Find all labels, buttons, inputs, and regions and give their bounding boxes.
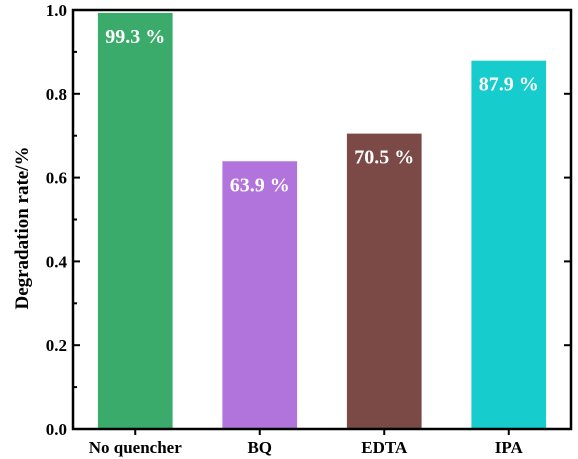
bars-group [97,12,547,430]
data-labels-group: 99.3 % 63.9 % 70.5 % 87.9 % [105,26,539,196]
data-label-no-quencher: 99.3 % [105,26,165,48]
bar-no-quencher [97,12,173,429]
bar-bq [222,161,298,429]
bar-edta [346,133,422,430]
x-tick-label-no-quencher: No quencher [89,438,182,457]
x-tick-label-edta: EDTA [361,438,408,457]
y-tick-label: 0.6 [46,169,67,188]
bar-ipa [471,60,547,429]
x-axis: No quencher BQ EDTA IPA [89,429,524,457]
y-tick-label: 1.0 [46,1,67,20]
data-label-edta: 70.5 % [354,147,414,169]
data-label-bq: 63.9 % [230,174,290,196]
y-tick-label: 0.4 [46,252,68,271]
y-axis: 0.0 0.2 0.4 0.6 0.8 1.0 [46,1,571,439]
x-tick-label-ipa: IPA [495,438,524,457]
y-axis-title: Degradation rate/% [12,146,33,309]
y-tick-label: 0.0 [46,420,67,439]
x-tick-label-bq: BQ [247,438,272,457]
y-tick-label: 0.8 [46,85,67,104]
plot-frame [71,8,573,431]
data-label-ipa: 87.9 % [479,74,539,96]
y-tick-label: 0.2 [46,336,67,355]
